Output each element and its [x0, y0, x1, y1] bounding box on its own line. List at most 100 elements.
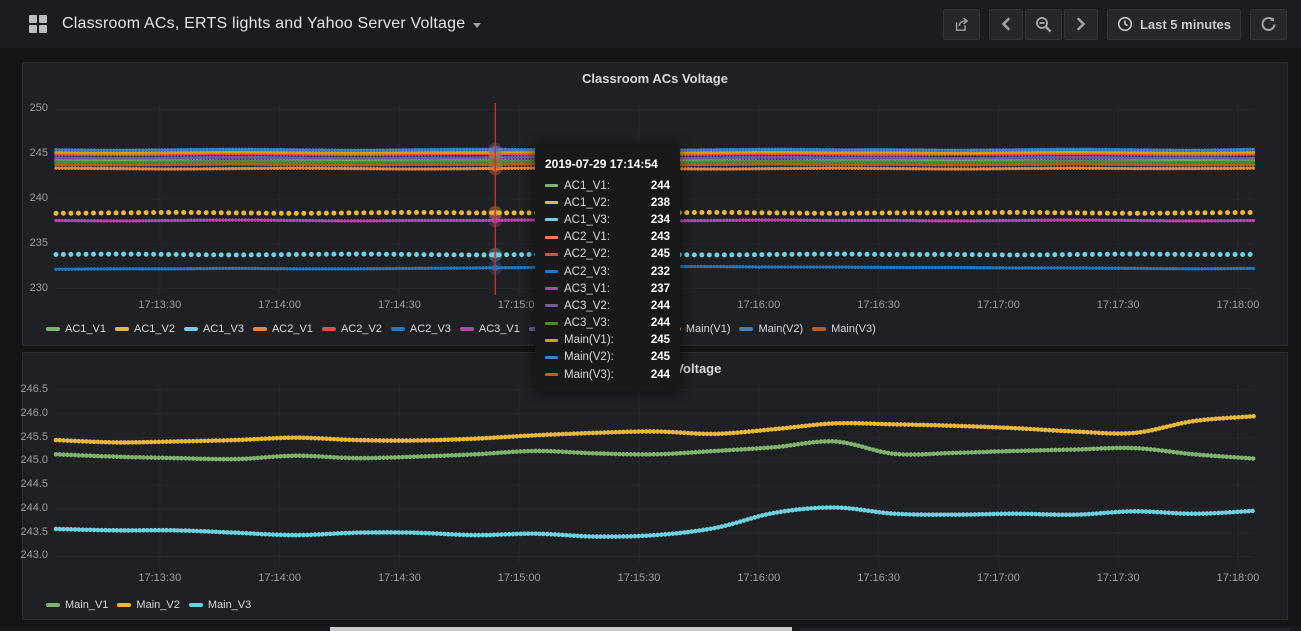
series-name: Main(V1): [564, 334, 614, 347]
legend-series-name: AC1_V3 [202, 323, 244, 335]
share-button[interactable] [942, 8, 980, 40]
legend-series-name: Main_V2 [136, 599, 180, 611]
series-color-dash [545, 338, 558, 342]
tooltip-row: AC1_V3: 234 [535, 211, 680, 228]
legend-item-Main_V3[interactable]: Main_V3 [188, 599, 252, 611]
series-color-dash [545, 373, 558, 377]
legend-color-dash [252, 327, 267, 331]
legend-item-Main(V2)[interactable]: Main(V2) [739, 323, 803, 335]
x-tick-label: 17:16:00 [737, 572, 781, 584]
series-color-dash [545, 252, 558, 256]
chart-canvas[interactable] [53, 383, 1257, 566]
series-name: AC3_V3: [564, 317, 611, 330]
y-tick-label: 250 [29, 102, 48, 115]
legend-color-dash [188, 603, 203, 607]
y-tick-label: 240 [29, 192, 48, 204]
series-name: AC3_V2: [564, 299, 611, 312]
y-tick-label: 246.0 [20, 406, 48, 419]
series-value: 245 [650, 248, 670, 261]
series-name: AC1_V1: [564, 179, 611, 192]
legend-item-AC2_V1[interactable]: AC2_V1 [252, 323, 313, 335]
series-color-dash [545, 218, 558, 222]
x-tick-label: 17:15:00 [497, 299, 541, 311]
series-value: 245 [650, 334, 670, 347]
legend-series-name: Main_V3 [207, 599, 252, 611]
series-name: Main(V2): [564, 351, 614, 364]
panel-title[interactable]: Classroom ACs Voltage [582, 71, 728, 86]
x-tick-label: 17:16:30 [857, 299, 901, 311]
y-tick-label: 244.0 [20, 501, 48, 514]
series-value: 238 [650, 196, 670, 209]
legend-series-name: Main(V3) [831, 323, 876, 335]
graph-hover-tooltip: 2019-07-29 17:14:54 AC1_V1: 244 AC1_V2: 238… [535, 146, 680, 392]
dashboard-title-dropdown[interactable]: Classroom ACs, ERTS lights and Yahoo Ser… [62, 15, 482, 33]
legend-series-name: AC2_V1 [271, 323, 313, 335]
navbar-left: Classroom ACs, ERTS lights and Yahoo Ser… [28, 14, 482, 34]
y-tick-label: 243.0 [20, 549, 48, 562]
legend-color-dash [812, 327, 827, 331]
refresh-icon [1260, 16, 1277, 33]
series-name: AC1_V3: [564, 213, 611, 226]
tooltip-row: Main(V3): 244 [535, 366, 680, 383]
legend-item-AC3_V1[interactable]: AC3_V1 [459, 323, 520, 335]
x-tick-label: 17:17:00 [977, 572, 1020, 584]
time-range-button[interactable]: Last 5 minutes [1106, 8, 1241, 40]
dashboard-grid-icon[interactable] [28, 14, 48, 34]
refresh-button[interactable] [1250, 8, 1287, 40]
chevron-right-icon [1075, 17, 1087, 31]
series-value: 232 [650, 265, 670, 278]
legend-series-name: AC1_V2 [133, 323, 175, 335]
series-color-dash [545, 321, 558, 325]
legend-item-AC2_V3[interactable]: AC2_V3 [390, 323, 451, 335]
series-name: AC2_V3: [564, 265, 611, 278]
time-back-button[interactable] [988, 8, 1023, 40]
legend-color-dash [46, 327, 60, 331]
y-tick-label: 243.5 [20, 525, 48, 538]
series-value: 245 [650, 351, 670, 364]
legend-series-name: Main(V2) [758, 323, 804, 335]
server-voltage-chart-plot[interactable]: 246.5 246.0 245.5 245.0 244.5 244.0 243.5 243.0… [20, 383, 1259, 584]
next-row-panel-edge-light [330, 627, 792, 631]
next-row-panel-edge-dark [800, 628, 1290, 631]
panel-yahoo-server-voltage: Yahoo Server Voltage 246.5246.0245.5245.… [20, 352, 1288, 620]
x-tick-label: 17:15:30 [617, 572, 661, 584]
server-voltage-legend: Main_V1 Main_V2 Main_V3 [46, 599, 251, 611]
y-tick-label: 245 [29, 147, 48, 160]
navbar-right: Last 5 minutes [942, 8, 1287, 40]
series-value: 243 [650, 231, 670, 244]
legend-item-Main_V2[interactable]: Main_V2 [117, 599, 180, 611]
next-row-panels-peek [0, 626, 1301, 631]
tooltip-row: AC3_V3: 244 [535, 315, 680, 332]
series-value: 244 [650, 368, 670, 381]
series-name: AC2_V1: [564, 231, 611, 244]
time-forward-button[interactable] [1063, 8, 1098, 40]
series-value: 244 [650, 299, 670, 312]
legend-item-AC1_V2[interactable]: AC1_V2 [114, 323, 175, 335]
series-name: AC3_V1: [564, 282, 611, 295]
legend-series-name: Main(V1) [685, 323, 731, 335]
share-icon [953, 16, 970, 33]
legend-item-AC2_V2[interactable]: AC2_V2 [321, 323, 382, 335]
legend-item-Main(V3)[interactable]: Main(V3) [812, 323, 876, 335]
legend-item-Main_V1[interactable]: Main_V1 [46, 599, 108, 611]
series-color-dash [545, 201, 558, 205]
legend-color-dash [739, 327, 754, 331]
time-nav-group [988, 8, 1098, 40]
zoom-out-button[interactable] [1024, 8, 1062, 40]
legend-series-name: AC1_V1 [65, 323, 106, 335]
series-name: Main(V3): [564, 368, 614, 381]
x-tick-label: 17:14:30 [378, 572, 421, 584]
series-name: AC1_V2: [564, 196, 611, 209]
legend-item-AC1_V3[interactable]: AC1_V3 [183, 323, 244, 335]
y-tick-label: 235 [29, 236, 48, 249]
legend-color-dash [183, 327, 198, 331]
legend-series-name: Main_V1 [65, 599, 109, 611]
tooltip-row: Main(V2): 245 [535, 349, 680, 366]
classroom-acs-legend: AC1_V1 AC1_V2 AC1_V3 AC2_V1 AC2_V2 AC2_V3 AC3_… [46, 323, 876, 335]
legend-item-AC1_V1[interactable]: AC1_V1 [46, 323, 106, 335]
series-value: 237 [650, 282, 670, 295]
series-color-dash [545, 184, 558, 188]
legend-series-name: AC3_V1 [478, 323, 520, 335]
x-tick-label: 17:17:30 [1096, 572, 1140, 584]
